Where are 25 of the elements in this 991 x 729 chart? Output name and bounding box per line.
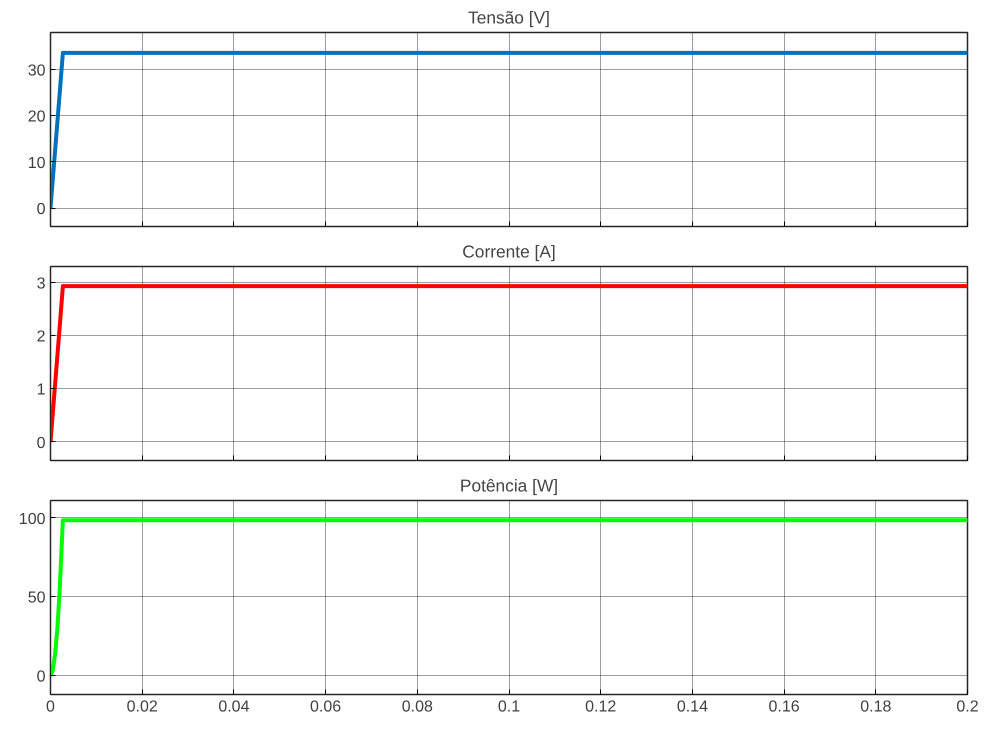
- y-tick-label: 50: [28, 590, 46, 607]
- chart-title: Tensão [V]: [468, 8, 550, 28]
- y-tick-label: 20: [28, 108, 46, 126]
- x-tick-label: 0.02: [126, 698, 158, 716]
- y-tick-label: 10: [28, 154, 46, 172]
- x-tick-label: 0.08: [402, 698, 433, 716]
- y-tick-label: 3: [36, 275, 46, 292]
- x-tick-label: 0.14: [676, 698, 708, 716]
- x-tick-label: 0.2: [956, 698, 979, 716]
- chart-title: Potência [W]: [460, 476, 558, 496]
- y-tick-label: 0: [36, 668, 46, 686]
- y-tick-label: 0: [36, 201, 46, 218]
- x-tick-label: 0.1: [498, 698, 520, 716]
- x-tick-label: 0.18: [860, 698, 892, 716]
- y-tick-label: 1: [36, 382, 46, 399]
- y-tick-label: 2: [36, 328, 46, 346]
- y-tick-label: 30: [28, 62, 46, 80]
- y-tick-label: 100: [18, 510, 46, 528]
- line-series: [50, 50, 968, 210]
- x-tick-label: 0.16: [768, 698, 800, 716]
- x-tick-label: 0.04: [218, 698, 250, 716]
- x-tick-label: 0.12: [585, 698, 616, 716]
- y-tick-label: 0: [36, 434, 46, 452]
- chart-title: Corrente [A]: [462, 242, 556, 262]
- x-tick-label: 0.06: [310, 698, 342, 716]
